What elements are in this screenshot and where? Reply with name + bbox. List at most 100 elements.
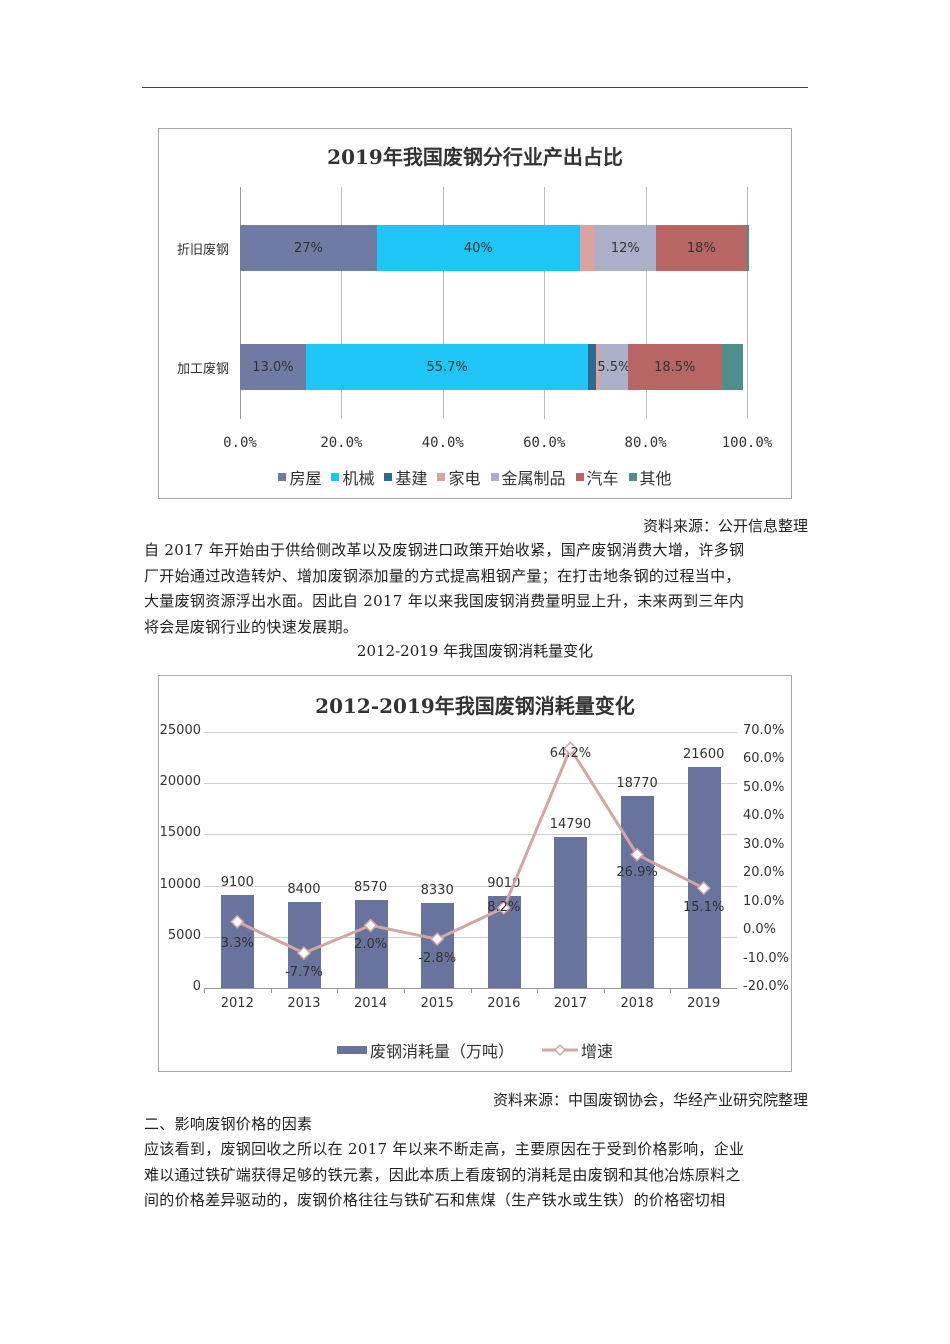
bar-segment [747, 225, 749, 271]
chart-consumption-trend: 2012-2019年我国废钢消耗量变化 废钢消耗量（万吨） 增速 0 5000 10… [158, 675, 792, 1072]
legend-label: 废钢消耗量（万吨） [369, 1042, 514, 1061]
x-category-label: 2019 [687, 996, 721, 1011]
gridline [442, 187, 444, 419]
left-axis-label: 5000 [167, 927, 201, 943]
growth-value-label: -2.8% [418, 951, 457, 967]
legend-swatch-icon [278, 473, 287, 481]
gridline [204, 885, 737, 887]
x-tick-label: 60.0% [523, 435, 566, 451]
bar-segment [588, 344, 597, 390]
x-category-label: 2017 [553, 996, 587, 1011]
bar-value-label: 8570 [354, 880, 388, 896]
section-heading-2: 二、影响废钢价格的因素 [144, 1115, 313, 1133]
x-category-label: 2016 [487, 996, 521, 1011]
legend-swatch-icon [331, 473, 340, 481]
gridline [341, 187, 343, 419]
legend-label: 其他 [639, 469, 672, 488]
paragraph-2-line: 难以通过铁矿端获得足够的铁元素，因此本质上看废钢的消耗是由废钢和其他冶炼原料之 [144, 1165, 741, 1184]
chart1-legend: 房屋 机械 基建 家电 金属制品 汽车 其他 [159, 465, 791, 489]
x-category-label: 2018 [620, 996, 654, 1011]
growth-value-label: 2.0% [354, 937, 388, 953]
paragraph-2-line: 应该看到，废钢回收之所以在 2017 年以来不断走高，主要原因在于受到价格影响，… [144, 1140, 745, 1158]
bar-segment [596, 344, 600, 390]
figure-caption-2: 2012-2019 年我国废钢消耗量变化 [356, 642, 594, 660]
chart2-title: 2012-2019年我国废钢消耗量变化 [315, 694, 635, 718]
paragraph-2: 应该看到，废钢回收之所以在 2017 年以来不断走高，主要原因在于受到价格影响，… [144, 1137, 808, 1214]
y-axis-line [240, 187, 241, 419]
bar-segment: 18.5% [627, 344, 722, 390]
x-tick [403, 988, 405, 993]
left-axis-label: 20000 [159, 774, 201, 790]
legend-swatch-icon [575, 473, 584, 481]
bar-value-label: 8400 [287, 881, 321, 897]
gridline [645, 187, 647, 419]
x-tick [537, 988, 539, 993]
bar-segment [721, 344, 744, 390]
chart2-legend: 废钢消耗量（万吨） 增速 [159, 1038, 791, 1062]
category-label: 折旧废钢 [176, 243, 229, 258]
legend-item: 其他 [628, 465, 672, 489]
right-axis-label: 60.0% [743, 751, 785, 767]
gridline [204, 834, 737, 836]
bar-value-label: 9010 [487, 875, 521, 891]
growth-value-label: 8.2% [487, 899, 521, 915]
x-tick [470, 988, 472, 993]
legend-item: 基建 [384, 465, 427, 489]
left-axis-label: 0 [192, 979, 201, 994]
consumption-bar [621, 795, 655, 988]
legend-swatch-icon [437, 473, 446, 481]
bar-segment: 55.7% [305, 344, 589, 390]
consumption-bar [554, 836, 588, 988]
gridline [204, 732, 737, 733]
left-axis-label: 25000 [159, 723, 201, 738]
legend-item: 房屋 [278, 465, 321, 489]
bar-segment [579, 225, 595, 271]
x-tick-label: 40.0% [421, 435, 464, 451]
bar-value-label: 18770 [616, 775, 658, 791]
x-tick [670, 988, 672, 993]
growth-value-label: 3.3% [220, 935, 254, 951]
x-tick [204, 988, 205, 993]
x-category-label: 2015 [420, 996, 454, 1011]
left-axis-label: 10000 [159, 876, 201, 892]
bar-segment: 13.0% [240, 344, 306, 390]
bar-segment: 18% [655, 225, 747, 271]
chart-sector-share: 2019年我国废钢分行业产出占比 房屋 机械 基建 家电 金属制品 汽车 其他 0.0% 20… [158, 128, 792, 499]
x-tick [603, 988, 605, 993]
x-tick [270, 988, 272, 993]
legend-label: 金属制品 [501, 469, 566, 488]
right-axis-label: -20.0% [743, 979, 789, 994]
growth-value-label: 15.1% [683, 900, 725, 916]
legend-label: 机械 [342, 469, 375, 488]
x-tick-label: 80.0% [624, 435, 667, 451]
gridline [747, 187, 748, 419]
left-axis-label: 15000 [159, 825, 201, 841]
legend-label: 增速 [581, 1042, 614, 1061]
consumption-bar [421, 902, 455, 988]
bar-segment: 27% [240, 225, 377, 271]
legend-label: 家电 [448, 469, 481, 488]
x-tick-label: 0.0% [223, 435, 257, 451]
right-axis-label: -10.0% [743, 950, 789, 966]
growth-value-label: 64.2% [549, 746, 592, 762]
legend-item: 金属制品 [490, 465, 566, 489]
right-axis-label: 0.0% [743, 922, 777, 938]
x-tick-label: 20.0% [320, 435, 363, 451]
bar-value-label: 14790 [549, 816, 592, 832]
legend-item: 家电 [437, 465, 481, 489]
bar-value-label: 8330 [420, 882, 454, 898]
legend-swatch-icon [628, 473, 637, 481]
x-category-label: 2014 [354, 996, 388, 1011]
x-tick-label: 100.0% [721, 435, 773, 451]
x-tick [337, 988, 339, 993]
legend-item: 汽车 [575, 465, 619, 489]
header-rule [142, 87, 808, 88]
right-axis-label: 30.0% [743, 836, 785, 852]
legend-swatch-icon [384, 473, 393, 481]
paragraph-1-line: 厂开始通过改造转炉、增加废钢添加量的方式提高粗钢产量；在打击地条钢的过程当中， [144, 566, 741, 585]
bar-value-label: 9100 [220, 874, 254, 890]
right-axis-label: 10.0% [743, 893, 785, 909]
gridline [204, 936, 737, 938]
paragraph-1-line: 自 2017 年开始由于供给侧改革以及废钢进口政策开始收紧，国产废钢消费大增，许… [144, 541, 745, 559]
legend-label: 基建 [395, 469, 428, 488]
